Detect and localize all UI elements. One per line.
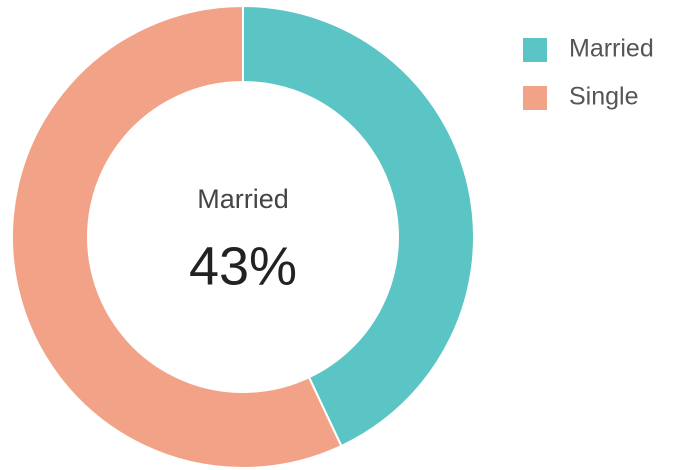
center-value: 43% xyxy=(189,236,297,296)
legend-swatch xyxy=(523,38,547,62)
legend-label: Married xyxy=(569,35,654,63)
donut-segment xyxy=(11,4,343,469)
legend-label: Single xyxy=(569,83,639,111)
legend-swatch xyxy=(523,86,547,110)
donut-segment xyxy=(242,4,475,448)
center-category: Married xyxy=(197,184,289,214)
